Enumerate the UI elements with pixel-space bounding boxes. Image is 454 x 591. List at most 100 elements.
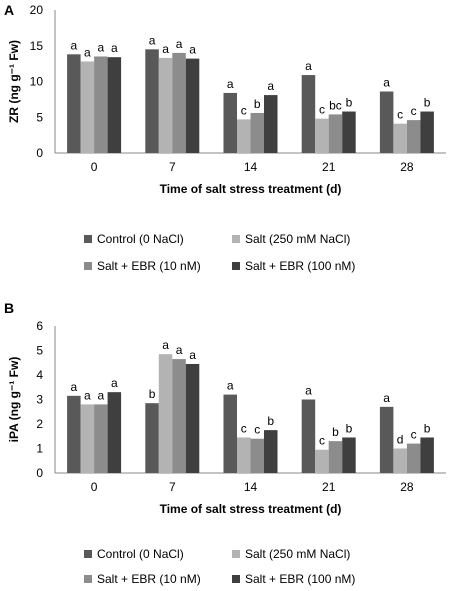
bar (393, 123, 407, 153)
bar (250, 438, 264, 473)
legend-item-ebr100: Salt + EBR (100 nM) (232, 572, 355, 586)
x-tick-label: 14 (244, 480, 258, 494)
bar (250, 112, 264, 153)
bar (223, 394, 237, 473)
panel-letter-b: B (4, 300, 15, 316)
x-tick-label: 7 (169, 480, 176, 494)
bar (406, 443, 421, 473)
bar (237, 119, 251, 153)
y-tick-label: 15 (30, 39, 44, 53)
x-tick-label: 21 (322, 480, 336, 494)
significance-letter: c (397, 108, 403, 122)
bar (237, 437, 251, 473)
bar (328, 441, 343, 473)
x-tick-label: 0 (91, 480, 98, 494)
x-axis-title: Time of salt stress treatment (d) (160, 182, 342, 196)
bar (80, 61, 95, 154)
bar (67, 54, 81, 153)
y-tick-label: 3 (36, 393, 43, 407)
significance-letter: b (332, 425, 339, 439)
bar (80, 404, 95, 473)
significance-letter: b (254, 97, 261, 111)
significance-letter: a (176, 343, 183, 357)
significance-letter: a (189, 43, 196, 57)
bar (158, 354, 173, 473)
significance-letter: a (383, 76, 390, 90)
bar (94, 404, 108, 473)
bar (223, 92, 237, 153)
significance-letter: a (84, 45, 91, 59)
significance-letter: a (189, 348, 196, 362)
bar (67, 395, 81, 473)
legend-item-ebr10: Salt + EBR (10 nM) (84, 572, 201, 586)
legend-label-salt: Salt (250 mM NaCl) (245, 232, 351, 246)
significance-letter: c (411, 104, 417, 118)
bar (342, 437, 356, 473)
y-tick-label: 0 (36, 146, 43, 160)
legend-swatch-ebr10 (84, 262, 92, 270)
y-tick-label: 20 (30, 3, 44, 17)
significance-letter: a (111, 41, 118, 55)
significance-letter: b (424, 421, 431, 435)
bar (420, 111, 434, 153)
y-axis-title: ZR (ng g⁻¹ Fw) (7, 40, 21, 123)
legend-label-control: Control (0 NaCl) (97, 232, 184, 246)
significance-letter: c (254, 423, 260, 437)
bar (379, 91, 394, 153)
x-tick-label: 28 (400, 480, 414, 494)
significance-letter: a (176, 37, 183, 51)
bar (420, 437, 434, 473)
legend-label-ebr10: Salt + EBR (10 nM) (97, 572, 201, 586)
legend-label-salt: Salt (250 mM NaCl) (245, 547, 351, 561)
bar (328, 114, 343, 153)
significance-letter: a (71, 38, 78, 52)
y-tick-label: 4 (36, 368, 43, 382)
bar (379, 406, 394, 473)
significance-letter: a (98, 388, 105, 402)
bar (185, 363, 200, 473)
significance-letter: a (305, 384, 312, 398)
bar (301, 75, 316, 153)
y-tick-label: 0 (36, 466, 43, 480)
bar (301, 399, 316, 473)
legend-item-ebr10: Salt + EBR (10 nM) (84, 259, 201, 273)
x-axis-title: Time of salt stress treatment (d) (160, 502, 342, 516)
significance-letter: a (267, 79, 274, 93)
bar (406, 120, 421, 153)
legend-item-salt: Salt (250 mM NaCl) (232, 547, 350, 561)
legend-item-ebr100: Salt + EBR (100 nM) (232, 259, 355, 273)
significance-letter: a (227, 379, 234, 393)
significance-letter: a (111, 376, 118, 390)
y-tick-label: 1 (36, 442, 43, 456)
bar (393, 448, 407, 473)
legend-label-control: Control (0 NaCl) (97, 547, 184, 561)
significance-letter: c (411, 428, 417, 442)
panel-letter-a: A (4, 2, 15, 18)
significance-letter: b (346, 421, 353, 435)
legend-swatch-ebr100 (232, 262, 240, 270)
significance-letter: b (149, 387, 156, 401)
significance-letter: b (424, 96, 431, 110)
x-tick-label: 7 (169, 160, 176, 174)
significance-letter: b (346, 96, 353, 110)
significance-letter: a (71, 380, 78, 394)
significance-letter: a (162, 338, 169, 352)
legend-label-ebr100: Salt + EBR (100 nM) (245, 259, 356, 273)
y-tick-label: 5 (36, 344, 43, 358)
bar (107, 57, 122, 153)
bar (158, 57, 173, 153)
legend-label-ebr100: Salt + EBR (100 nM) (245, 572, 356, 586)
significance-letter: a (383, 391, 390, 405)
significance-letter: c (319, 434, 325, 448)
bar (145, 49, 159, 154)
y-tick-label: 5 (36, 110, 43, 124)
legend-label-ebr10: Salt + EBR (10 nM) (97, 259, 201, 273)
bar (342, 111, 356, 153)
legend-swatch-control (84, 235, 92, 243)
bar (145, 403, 159, 473)
bar (264, 95, 278, 153)
bar (172, 359, 186, 473)
bar (315, 449, 329, 473)
